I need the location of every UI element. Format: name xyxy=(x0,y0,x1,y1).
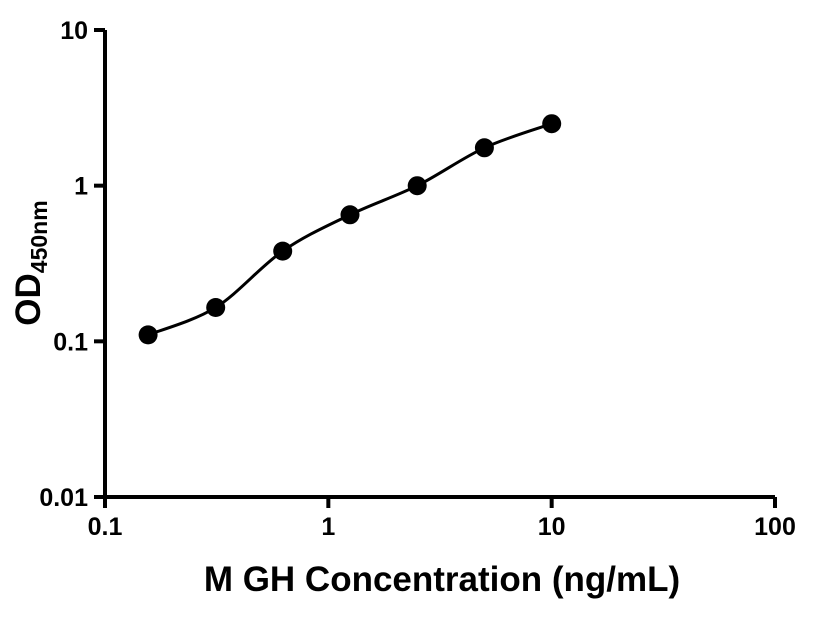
x-axis-tick-label: 0.1 xyxy=(88,513,123,541)
data-point-marker xyxy=(206,298,226,317)
y-axis-tick-label: 10 xyxy=(60,17,88,45)
y-axis-title-subscript: 450nm xyxy=(26,200,52,273)
axis-lines xyxy=(103,30,775,499)
y-axis-title-main: OD xyxy=(9,273,48,326)
data-point-marker xyxy=(138,325,158,345)
data-point-marker xyxy=(340,205,360,225)
x-axis-tick-label: 10 xyxy=(538,513,566,541)
y-axis-tick-label: 0.1 xyxy=(53,328,88,356)
y-axis-tick-label: 0.01 xyxy=(39,484,88,512)
data-point-marker xyxy=(273,241,293,261)
y-axis-title: OD450nm xyxy=(9,200,52,325)
data-point-marker xyxy=(474,138,494,158)
data-point-marker xyxy=(407,176,427,196)
y-axis-tick-label: 1 xyxy=(74,173,88,201)
x-axis-tick-label: 100 xyxy=(754,513,796,541)
data-point-marker xyxy=(542,114,562,134)
x-axis-title: M GH Concentration (ng/mL) xyxy=(204,560,680,599)
x-axis-tick-label: 1 xyxy=(321,513,335,541)
